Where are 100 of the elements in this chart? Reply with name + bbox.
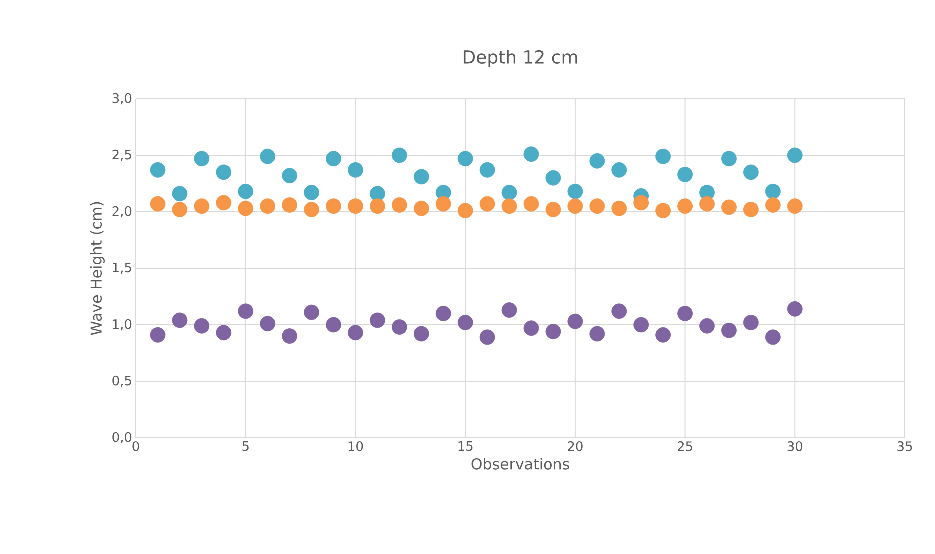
x-tick-label: 25 bbox=[678, 442, 692, 452]
point bbox=[304, 202, 320, 218]
point bbox=[392, 320, 408, 335]
point bbox=[150, 196, 166, 212]
point bbox=[743, 164, 759, 180]
point bbox=[216, 195, 232, 211]
point bbox=[722, 200, 737, 216]
point bbox=[765, 330, 781, 346]
point bbox=[194, 198, 210, 214]
point bbox=[700, 318, 715, 334]
point bbox=[480, 162, 496, 178]
point bbox=[260, 148, 276, 164]
point bbox=[458, 315, 474, 330]
point bbox=[348, 198, 364, 214]
point bbox=[238, 304, 254, 320]
point bbox=[436, 196, 452, 212]
y-axis-title: Wave Height (cm) bbox=[90, 202, 105, 336]
point bbox=[678, 167, 693, 182]
point bbox=[524, 146, 540, 162]
point bbox=[568, 198, 584, 214]
point bbox=[568, 314, 584, 330]
point bbox=[194, 151, 210, 167]
point bbox=[480, 330, 496, 346]
point bbox=[743, 202, 759, 218]
point bbox=[787, 301, 803, 317]
point bbox=[765, 198, 781, 213]
point bbox=[150, 327, 166, 343]
point bbox=[260, 198, 276, 214]
point bbox=[590, 198, 606, 214]
x-tick-label: 5 bbox=[242, 442, 249, 452]
y-tick-label: 0,0 bbox=[112, 432, 132, 444]
point bbox=[172, 312, 188, 328]
point bbox=[787, 198, 803, 214]
x-tick-label: 0 bbox=[132, 442, 140, 452]
point bbox=[743, 315, 759, 330]
chart-title: Depth 12 cm bbox=[464, 50, 578, 68]
point bbox=[172, 186, 188, 202]
point bbox=[480, 196, 496, 212]
point bbox=[678, 306, 693, 322]
point bbox=[700, 196, 715, 212]
point bbox=[282, 168, 298, 184]
point bbox=[304, 304, 320, 320]
point bbox=[502, 302, 518, 318]
point bbox=[656, 203, 672, 219]
point bbox=[260, 316, 276, 332]
point bbox=[678, 198, 693, 214]
point bbox=[216, 325, 232, 341]
point bbox=[546, 324, 562, 340]
point bbox=[304, 185, 320, 200]
point bbox=[524, 196, 540, 212]
point bbox=[546, 202, 562, 218]
point bbox=[326, 198, 342, 214]
x-tick-label: 15 bbox=[458, 442, 473, 452]
point bbox=[370, 312, 386, 328]
point bbox=[634, 317, 650, 333]
point bbox=[634, 195, 650, 211]
point bbox=[348, 325, 364, 341]
x-tick-label: 20 bbox=[568, 442, 583, 452]
point bbox=[546, 170, 562, 186]
point bbox=[194, 318, 210, 334]
x-tick-label: 30 bbox=[788, 442, 803, 452]
point bbox=[238, 184, 254, 200]
point bbox=[787, 148, 803, 164]
point bbox=[370, 198, 386, 214]
x-axis-title: Observations bbox=[472, 458, 570, 470]
y-tick-label: 2,5 bbox=[112, 150, 132, 162]
y-tick-label: 1,5 bbox=[113, 263, 132, 274]
y-tick-label: 2,0 bbox=[112, 206, 132, 218]
point bbox=[524, 320, 540, 336]
point bbox=[348, 162, 364, 178]
point bbox=[414, 200, 430, 216]
point bbox=[722, 151, 737, 167]
point bbox=[590, 326, 606, 342]
point bbox=[458, 151, 474, 167]
point bbox=[502, 198, 518, 214]
point bbox=[392, 148, 408, 164]
y-tick-label: 0,5 bbox=[112, 376, 132, 388]
point bbox=[656, 327, 672, 343]
point bbox=[392, 198, 408, 213]
point bbox=[612, 304, 628, 320]
point bbox=[282, 328, 298, 344]
point bbox=[172, 202, 188, 218]
point bbox=[414, 326, 430, 342]
x-tick-label: 35 bbox=[898, 442, 912, 452]
point bbox=[282, 198, 298, 213]
x-tick-label: 10 bbox=[348, 442, 364, 452]
point bbox=[458, 203, 474, 219]
point bbox=[414, 169, 430, 185]
point bbox=[568, 184, 584, 200]
point bbox=[216, 164, 232, 180]
y-tick-label: 3,0 bbox=[112, 93, 132, 105]
y-tick-label: 1,0 bbox=[113, 319, 132, 331]
point bbox=[656, 148, 672, 164]
point bbox=[612, 200, 628, 216]
point bbox=[722, 322, 737, 338]
point bbox=[590, 153, 606, 169]
point bbox=[326, 151, 342, 167]
point bbox=[436, 306, 452, 322]
point bbox=[612, 162, 628, 178]
point bbox=[502, 185, 518, 200]
